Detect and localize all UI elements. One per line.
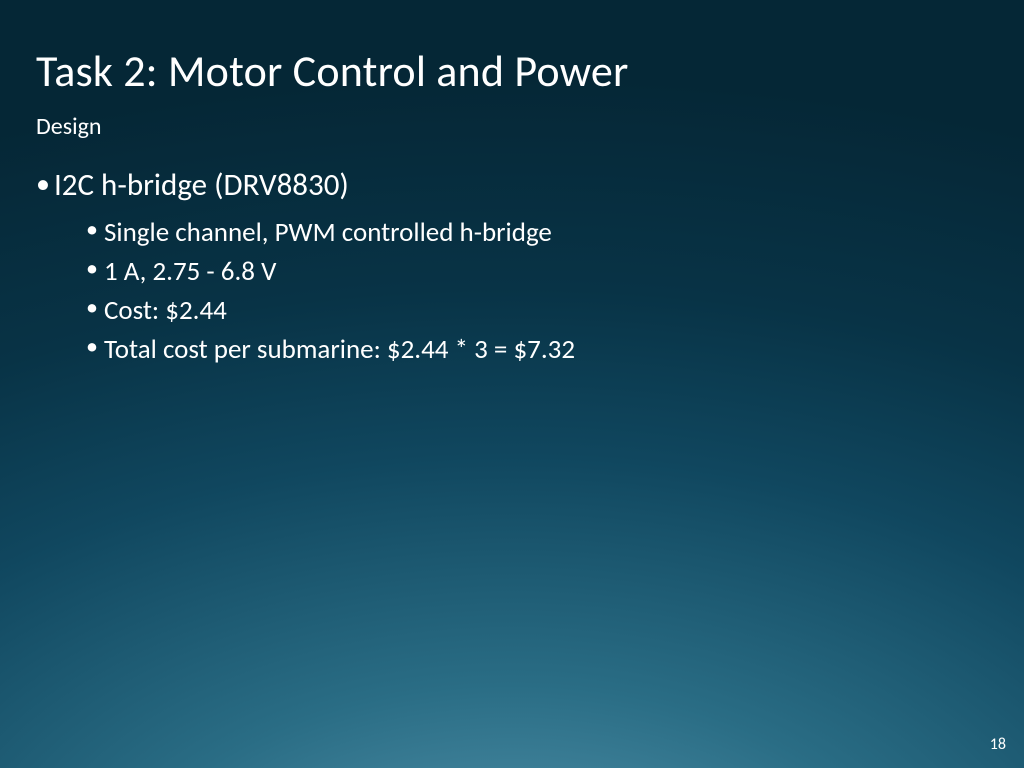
bullet-list-level2: Single channel, PWM controlled h-bridge … <box>54 213 988 370</box>
bullet-sub: Total cost per submarine: $2.44 * 3 = $7… <box>86 330 988 369</box>
bullet-sub: Cost: $2.44 <box>86 291 988 330</box>
bullet-sub: Single channel, PWM controlled h-bridge <box>86 213 988 252</box>
bullet-sub-text: Cost: $2.44 <box>104 294 227 327</box>
bullet-sub-text: Single channel, PWM controlled h-bridge <box>104 216 552 249</box>
bullet-main-text: I2C h-bridge (DRV8830) <box>54 166 349 204</box>
slide-container: Task 2: Motor Control and Power Design I… <box>0 0 1024 768</box>
bullet-main: I2C h-bridge (DRV8830) Single channel, P… <box>36 165 988 369</box>
slide-title: Task 2: Motor Control and Power <box>36 44 988 98</box>
bullet-sub: 1 A, 2.75 - 6.8 V <box>86 252 988 291</box>
bullet-list-level1: I2C h-bridge (DRV8830) Single channel, P… <box>36 165 988 369</box>
slide-subtitle: Design <box>36 112 988 141</box>
bullet-sub-text: 1 A, 2.75 - 6.8 V <box>104 255 276 288</box>
page-number: 18 <box>990 735 1006 754</box>
bullet-sub-text: Total cost per submarine: $2.44 * 3 = $7… <box>104 333 575 366</box>
